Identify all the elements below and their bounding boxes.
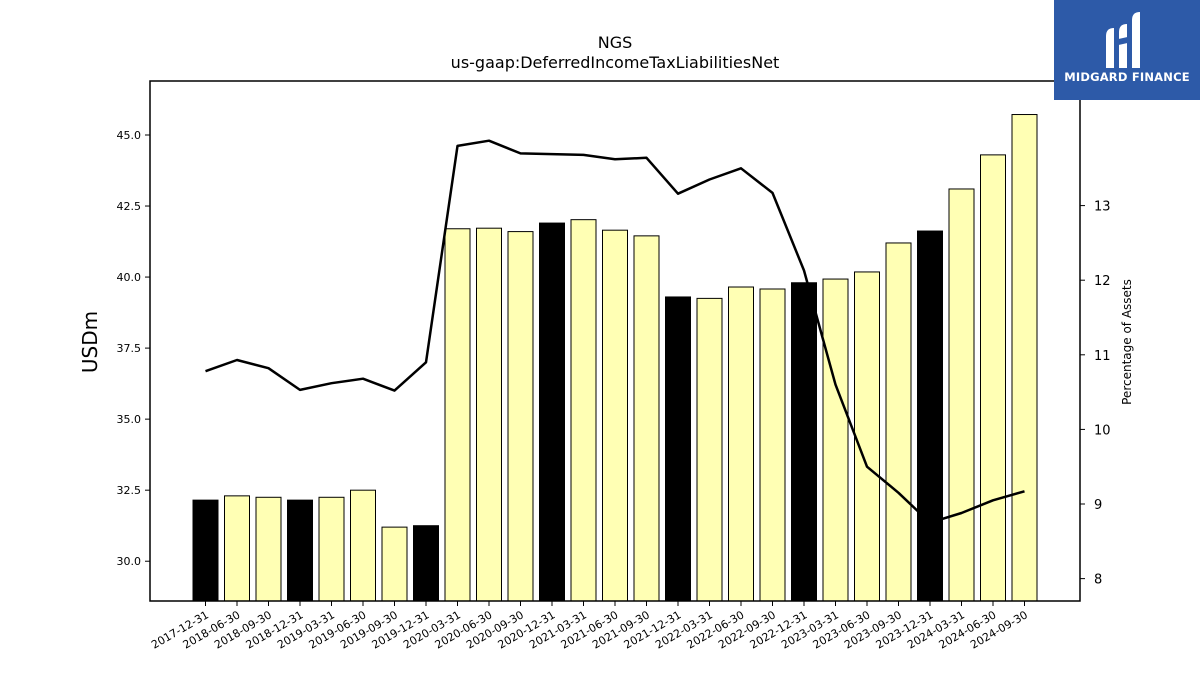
bar-2021-12-31: [665, 296, 691, 602]
y2-tick-label: 13: [1094, 200, 1111, 215]
bar-2023-03-31: [822, 278, 849, 602]
bar-2018-09-30: [255, 496, 282, 602]
bar-2023-09-30: [885, 242, 912, 602]
bar-2022-09-30: [759, 288, 786, 602]
y2-tick-label: 10: [1094, 423, 1111, 438]
bar-2018-12-31: [287, 499, 313, 602]
bar-2024-06-30: [980, 154, 1006, 602]
chart-title: NGS: [598, 33, 633, 52]
y-tick-label: 45.0: [117, 129, 142, 142]
x-axis: 2017-12-312018-06-302018-09-302018-12-31…: [149, 601, 1030, 652]
y2-tick-label: 12: [1094, 274, 1111, 289]
y-tick-label: 30.0: [117, 555, 142, 568]
percentage-line: [205, 139, 1025, 524]
bar-2022-12-31: [791, 282, 817, 602]
bar-2021-03-31: [570, 219, 597, 602]
bar-2021-06-30: [602, 229, 628, 602]
y2-axis-label: Percentage of Assets: [1120, 279, 1134, 405]
midgard-m-logo-icon: [1106, 12, 1140, 68]
bar-2022-03-31: [696, 297, 723, 602]
y2-tick-label: 8: [1094, 573, 1102, 588]
bar-2017-12-31: [192, 499, 219, 602]
y-axis-right: 8 9 10 11 12 13: [1080, 200, 1111, 588]
bar-2020-12-31: [539, 222, 565, 602]
y-tick-label: 32.5: [117, 484, 142, 497]
bar-2022-06-30: [728, 286, 754, 602]
bar-2019-06-30: [350, 489, 376, 602]
bar-2018-06-30: [224, 495, 250, 602]
midgard-finance-logo: MIDGARD FINANCE: [1054, 0, 1200, 100]
bar-series: [192, 114, 1038, 602]
bar-2021-09-30: [633, 235, 660, 602]
bar-2023-12-31: [917, 230, 943, 602]
percentage-line-series: [205, 139, 1025, 524]
bar-2019-09-30: [381, 526, 408, 602]
y-axis-label: USDm: [78, 311, 102, 373]
chart-subtitle: us-gaap:DeferredIncomeTaxLiabilitiesNet: [451, 53, 780, 72]
bar-2023-06-30: [854, 271, 880, 602]
bar-2024-09-30: [1011, 114, 1038, 602]
bar-2024-03-31: [948, 188, 975, 602]
logo-text: MIDGARD FINANCE: [1064, 70, 1190, 84]
bar-2020-09-30: [507, 231, 534, 602]
bar-2020-06-30: [476, 227, 502, 602]
y2-tick-label: 9: [1094, 498, 1102, 513]
y-tick-label: 35.0: [117, 413, 142, 426]
y-tick-label: 42.5: [117, 200, 142, 213]
bar-2020-03-31: [444, 228, 471, 602]
y-axis-left: 30.0 32.5 35.0 37.5 40.0 42.5 45.0: [117, 129, 150, 568]
bar-2019-12-31: [413, 525, 439, 602]
bar-2019-03-31: [318, 496, 345, 602]
y2-tick-label: 11: [1094, 349, 1111, 364]
y-tick-label: 37.5: [117, 342, 142, 355]
y-tick-label: 40.0: [117, 271, 142, 284]
